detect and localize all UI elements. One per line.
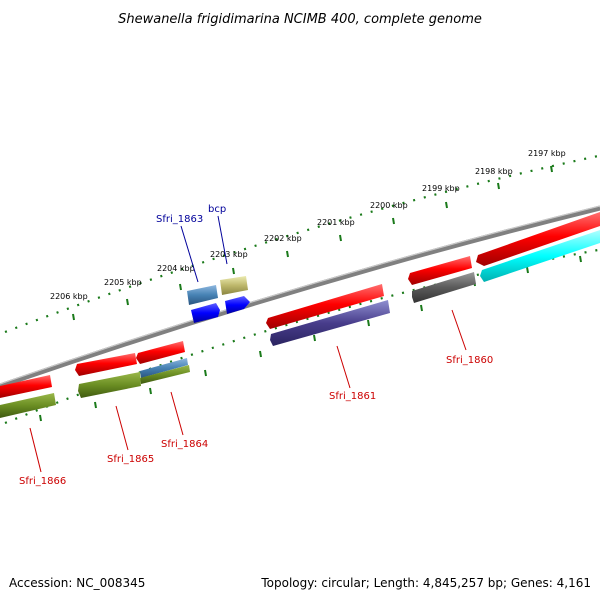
cds-arrow [136,341,185,364]
cds-steelblue [140,358,188,378]
cds-blue-small [225,296,250,314]
tick-label: 2200 kbp [370,201,408,210]
cds-purple [270,300,390,346]
cds-khaki-small [220,276,248,295]
cds-arrow [476,212,600,266]
leader-line [115,405,129,451]
outer-major-ticks [72,165,553,321]
cds-arrow [0,375,52,398]
tick-label: 2197 kbp [528,149,566,158]
outer-tick-track [4,154,599,334]
tick-label: 2198 kbp [475,167,513,176]
tick-label: 2199 kbp [422,184,460,193]
gene-label-sfri-1861: Sfri_1861 [329,391,376,402]
map-title: Shewanella frigidimarina NCIMB 400, comp… [118,12,482,27]
inner-major-ticks [39,255,582,422]
gene-label-sfri-1864: Sfri_1864 [161,439,208,450]
cds-steelblue-small [187,285,218,305]
gene-label-bcp: bcp [208,204,226,215]
tick-label: 2205 kbp [104,278,142,287]
red-gene-labels: Sfri_1860 Sfri_1861 Sfri_1864 Sfri_1865 … [19,309,493,487]
leader-line [217,215,228,265]
accession-text: Accession: NC_008345 [9,576,145,590]
tick-label: 2206 kbp [50,292,88,301]
cds-olive [140,365,190,384]
cds-arrow [408,256,472,285]
cds-cyan [480,230,600,282]
gene-label-sfri-1860: Sfri_1860 [446,355,493,366]
tick-label: 2201 kbp [317,218,355,227]
leader-line [336,345,351,389]
cds-gray [412,272,476,303]
tick-label: 2204 kbp [157,264,195,273]
leader-line [170,391,184,436]
genome-backbone [0,205,600,389]
leader-line [180,225,199,283]
cds-forward-track [0,212,600,398]
genome-backbone-highlight [0,205,600,385]
small-features [187,276,250,323]
cds-reverse-track [0,230,600,418]
gene-label-sfri-1866: Sfri_1866 [19,476,66,487]
leader-line [451,309,467,351]
gene-label-sfri-1863: Sfri_1863 [156,214,203,225]
leader-line [29,427,42,473]
cds-arrow [266,284,384,329]
tick-label: 2203 kbp [210,250,248,259]
tick-label: 2202 kbp [264,234,302,243]
cds-blue-small [191,303,220,323]
blue-gene-labels: Sfri_1863 bcp [156,204,228,283]
cds-olive [0,393,56,418]
topology-text: Topology: circular; Length: 4,845,257 bp… [260,576,591,590]
cds-olive [78,372,141,398]
gene-label-sfri-1865: Sfri_1865 [107,454,154,465]
cds-arrow [75,353,137,376]
tick-labels: 2197 kbp 2198 kbp 2199 kbp 2200 kbp 2201… [50,149,566,301]
